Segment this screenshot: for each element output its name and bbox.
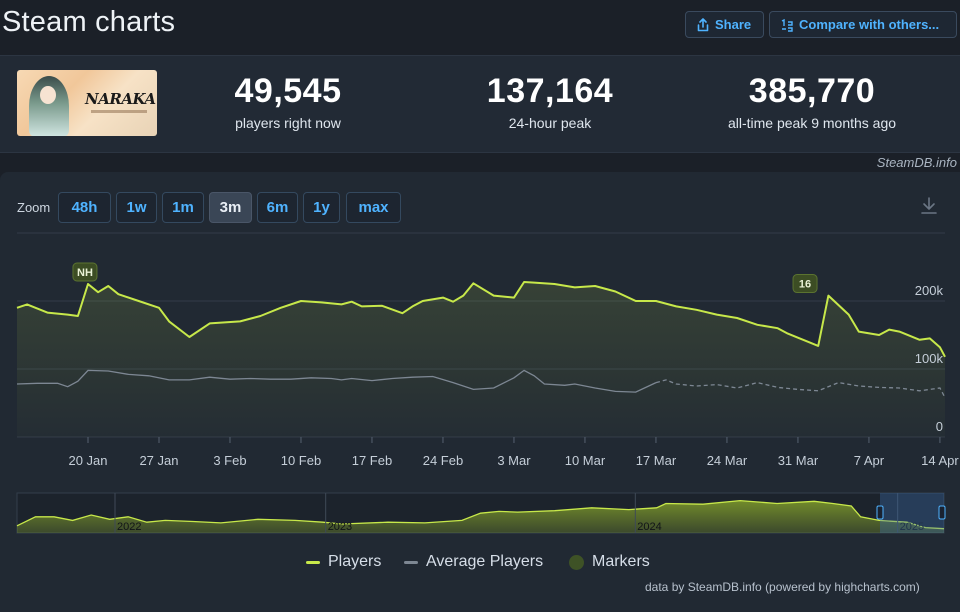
x-tick-label: 24 Feb: [423, 453, 463, 468]
marker-label: NH: [77, 267, 93, 279]
players-line[interactable]: [16, 281, 946, 358]
x-tick-label: 10 Feb: [281, 453, 321, 468]
page-title: Steam charts: [2, 6, 176, 38]
y-tick-label: 100k: [915, 351, 944, 366]
navigator-year-label: 2025: [900, 521, 924, 533]
alltime-value: 385,770: [748, 72, 876, 110]
share-icon: [697, 17, 709, 31]
average-players-line: [16, 369, 657, 393]
peak24-label: 24-hour peak: [508, 115, 592, 131]
stat-24h-peak: 137,164 24-hour peak: [460, 72, 640, 131]
x-tick-label: 10 Mar: [565, 453, 606, 468]
zoom-label: Zoom: [17, 200, 51, 215]
game-thumbnail[interactable]: NARAKA: [17, 70, 157, 136]
marker-label: 16: [799, 279, 811, 291]
compare-icon: [781, 18, 793, 32]
navigator-year-label: 2023: [328, 521, 352, 533]
x-tick-label: 3 Mar: [497, 453, 531, 468]
zoom-3m-button[interactable]: 3m: [209, 192, 252, 223]
legend-markers[interactable]: Markers: [569, 553, 650, 571]
legend-markers-label: Markers: [592, 553, 650, 570]
x-tick-label: 24 Mar: [707, 453, 748, 468]
zoom-6m-button[interactable]: 6m: [257, 192, 298, 223]
navigator-handle[interactable]: [938, 505, 946, 520]
compare-label: Compare with others...: [799, 17, 940, 32]
game-logo: NARAKA: [85, 90, 156, 108]
stats-bar: NARAKA 49,545 players right now 137,164 …: [0, 55, 960, 153]
current-players-value: 49,545: [234, 72, 342, 110]
navigator-handle[interactable]: [876, 505, 884, 520]
zoom-48h-button[interactable]: 48h: [58, 192, 111, 223]
navigator-selection[interactable]: [880, 493, 944, 533]
x-tick-label: 17 Feb: [352, 453, 392, 468]
x-tick-label: 3 Feb: [213, 453, 246, 468]
y-tick-label: 200k: [915, 283, 944, 298]
share-label: Share: [715, 17, 752, 32]
stat-alltime-peak: 385,770 all-time peak 9 months ago: [702, 72, 922, 131]
x-tick-label: 14 Apr: [921, 453, 959, 468]
navigator-year-label: 2024: [637, 521, 661, 533]
powered-by-credit[interactable]: data by SteamDB.info (powered by highcha…: [645, 580, 920, 594]
compare-button[interactable]: Compare with others...: [769, 11, 957, 38]
navigator-year-label: 2022: [117, 521, 141, 533]
x-tick-label: 20 Jan: [68, 453, 107, 468]
legend-players-label: Players: [328, 553, 382, 570]
steamdb-credit[interactable]: SteamDB.info: [876, 155, 957, 170]
stat-current: 49,545 players right now: [198, 72, 378, 131]
current-players-label: players right now: [235, 115, 341, 131]
marker-nh[interactable]: NH: [72, 262, 98, 282]
legend-average[interactable]: Average Players: [404, 553, 543, 571]
navigator-area: [17, 500, 944, 533]
average-players-line-projected: [655, 379, 946, 398]
chart-legend: Players Average Players Markers: [0, 553, 960, 575]
zoom-max-button[interactable]: max: [346, 192, 401, 223]
zoom-1m-button[interactable]: 1m: [162, 192, 204, 223]
zoom-1w-button[interactable]: 1w: [116, 192, 157, 223]
navigator-line: [16, 499, 945, 530]
legend-average-label: Average Players: [426, 553, 544, 570]
players-area: [17, 282, 945, 437]
x-tick-label: 27 Jan: [139, 453, 178, 468]
marker-16[interactable]: 16: [792, 274, 818, 294]
legend-players[interactable]: Players: [306, 553, 381, 571]
share-button[interactable]: Share: [685, 11, 764, 38]
x-tick-label: 31 Mar: [778, 453, 819, 468]
x-tick-label: 7 Apr: [854, 453, 885, 468]
y-tick-label: 0: [936, 419, 943, 434]
alltime-label: all-time peak 9 months ago: [727, 115, 897, 131]
x-tick-label: 17 Mar: [636, 453, 677, 468]
peak24-value: 137,164: [486, 72, 614, 110]
zoom-1y-button[interactable]: 1y: [303, 192, 340, 223]
download-icon[interactable]: [918, 195, 940, 217]
